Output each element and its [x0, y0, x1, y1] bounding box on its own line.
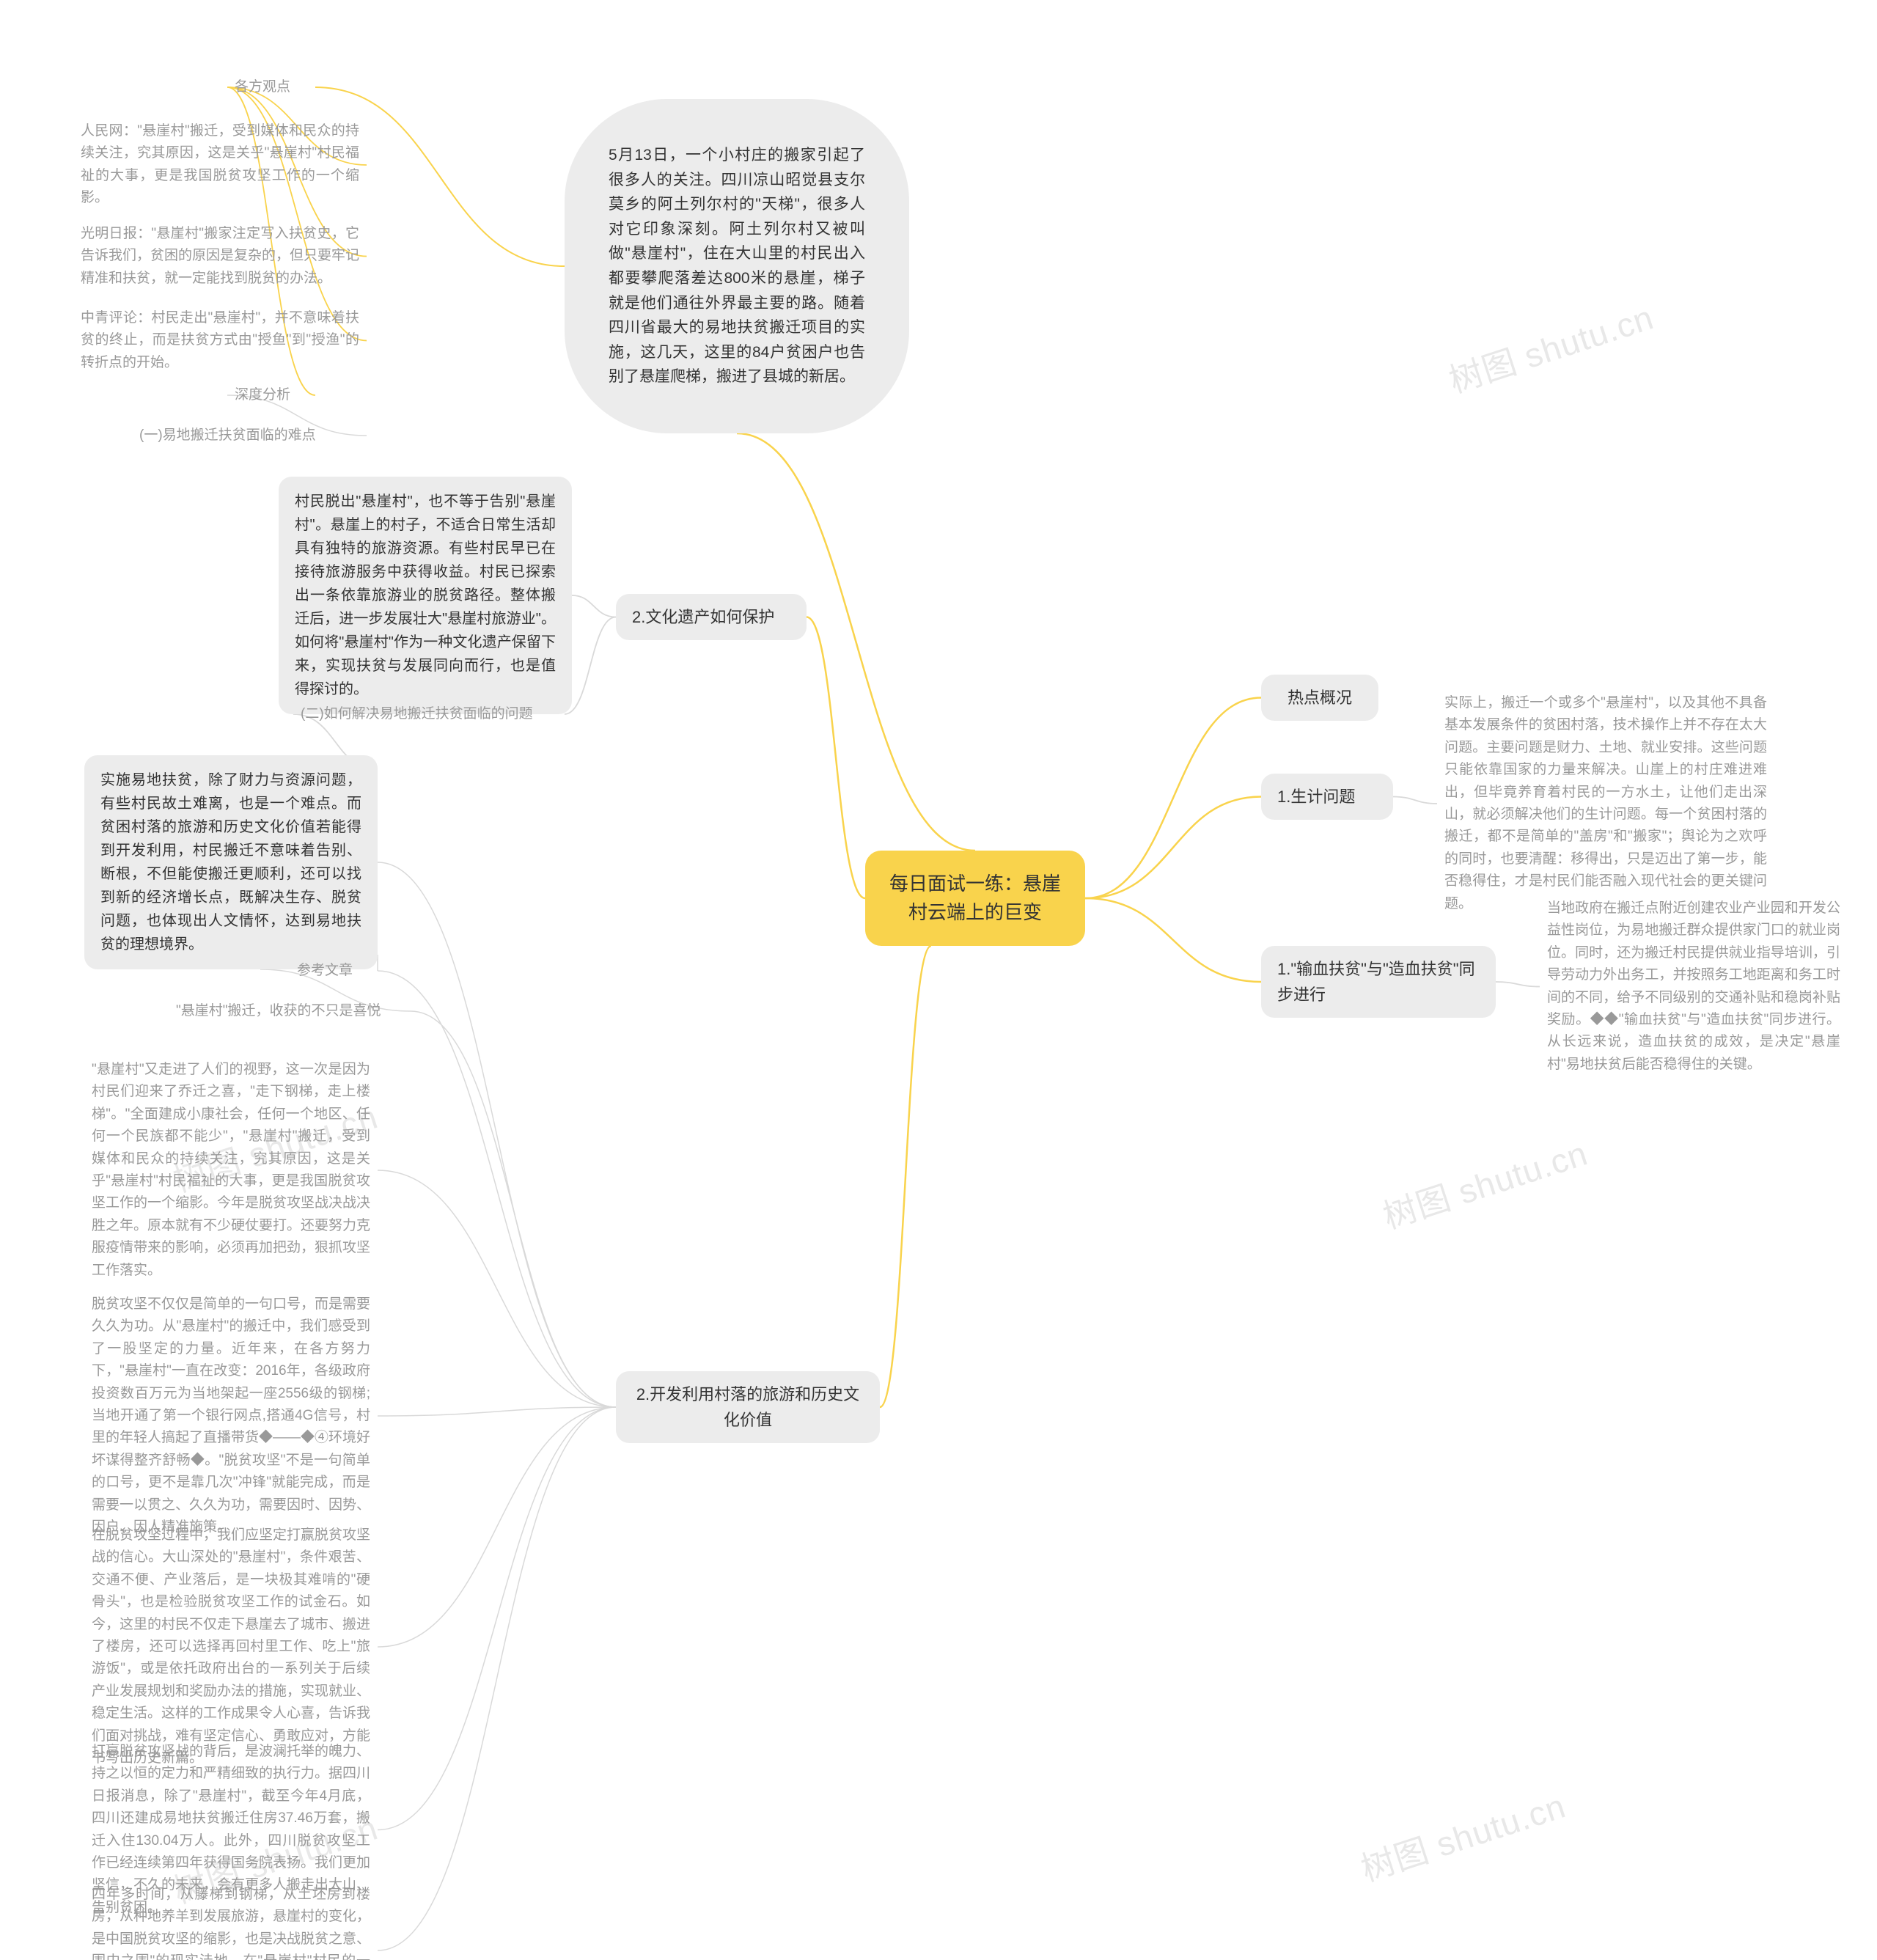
view-1: 人民网："悬崖村"搬迁，受到媒体和民众的持续关注，究其原因，这是关乎"悬崖村"村… — [73, 117, 367, 213]
branch-life: 1.生计问题 — [1261, 774, 1393, 820]
heritage-sub: (二)如何解决易地搬迁扶贫面临的问题 — [293, 700, 565, 728]
life-text: 实际上，搬迁一个或多个"悬崖村"，以及其他不具备基本发展条件的贫困村落，技术操作… — [1437, 689, 1774, 918]
view-3: 中青评论：村民走出"悬崖村"，并不意味着扶贫的终止，而是扶贫方式由"授鱼"到"授… — [73, 304, 367, 377]
deep-label: 深度分析 — [227, 381, 315, 409]
impl-ref: 参考文章 — [290, 957, 378, 985]
long-5: 四年多时间，从藤梯到钢梯，从土坯房到楼房，从种地养羊到发展旅游，悬崖村的变化，是… — [84, 1881, 378, 1960]
root-node: 每日面试一练：悬崖村云端上的巨变 — [865, 851, 1085, 946]
hot-intro-bubble: 5月13日，一个小村庄的搬家引起了很多人的关注。四川凉山昭觉县支尔莫乡的阿土列尔… — [565, 99, 909, 433]
impl-ref2: "悬崖村"搬迁，收获的不只是喜悦 — [169, 997, 411, 1025]
branch-heritage: 2.文化遗产如何保护 — [616, 594, 807, 640]
long-2: 脱贫攻坚不仅仅是简单的一句口号，而是需要久久为功。从"悬崖村"的搬迁中，我们感受… — [84, 1291, 378, 1541]
views-label: 各方观点 — [227, 73, 315, 101]
view-2: 光明日报："悬崖村"搬家注定写入扶贫史，它告诉我们，贫困的原因是复杂的，但只要牢… — [73, 220, 367, 293]
deep-1: (一)易地搬迁扶贫面临的难点 — [132, 422, 367, 449]
heritage-text: 村民脱出"悬崖村"，也不等于告别"悬崖村"。悬崖上的村子，不适合日常生活却具有独… — [279, 477, 572, 714]
impl-text: 实施易地扶贫，除了财力与资源问题，有些村民故土难离，也是一个难点。而贫困村落的旅… — [84, 755, 378, 969]
branch-blood: 1."输血扶贫"与"造血扶贫"同步进行 — [1261, 946, 1496, 1018]
long-3: 在脱贫攻坚过程中，我们应坚定打赢脱贫攻坚战的信心。大山深处的"悬崖村"，条件艰苦… — [84, 1522, 378, 1772]
blood-text: 当地政府在搬迁点附近创建农业产业园和开发公益性岗位，为易地搬迁群众提供家门口的就… — [1540, 895, 1848, 1079]
long-1: "悬崖村"又走进了人们的视野，这一次是因为村民们迎来了乔迁之喜，"走下钢梯，走上… — [84, 1056, 378, 1285]
branch-tourism: 2.开发利用村落的旅游和历史文化价值 — [616, 1371, 880, 1443]
branch-hot: 热点概况 — [1261, 675, 1378, 721]
